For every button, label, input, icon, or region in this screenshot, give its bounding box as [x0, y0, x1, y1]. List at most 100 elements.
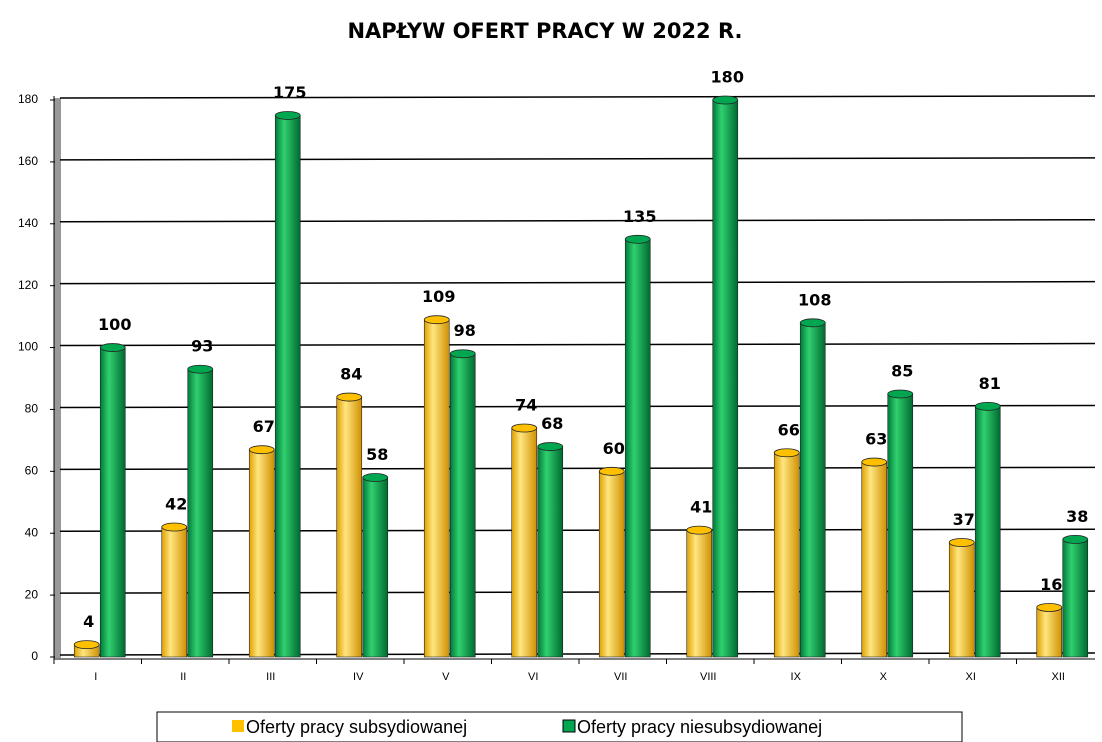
bar-top: [449, 349, 476, 359]
x-tick-label: II: [180, 671, 186, 683]
bar: [423, 319, 450, 658]
bar-top: [187, 364, 214, 374]
x-tick-label: V: [442, 671, 450, 683]
bar: [974, 406, 1001, 658]
value-label: 81: [979, 374, 1001, 393]
legend-swatch: [232, 720, 244, 732]
bar: [1036, 607, 1063, 658]
value-label: 63: [865, 430, 887, 449]
bar-top: [799, 318, 826, 328]
bar-top: [274, 111, 301, 120]
grid-line: [59, 590, 1096, 594]
value-label: 180: [711, 68, 744, 87]
value-label: 84: [340, 365, 362, 384]
side-wall: [54, 98, 61, 658]
bar-top: [73, 640, 100, 650]
y-tick-label: 40: [25, 525, 39, 539]
bar: [248, 449, 275, 658]
value-label: 135: [623, 207, 656, 226]
y-tick-label: 160: [18, 154, 38, 168]
bar-top: [537, 442, 564, 451]
bar: [1062, 539, 1089, 658]
y-tick-label: 60: [25, 464, 39, 478]
grid-line: [59, 528, 1096, 532]
bar: [449, 353, 476, 658]
value-label: 74: [515, 396, 537, 415]
value-label: 175: [273, 83, 306, 102]
bar: [799, 322, 826, 658]
x-tick-label: IV: [353, 671, 364, 683]
bar-top: [423, 315, 450, 325]
bar: [511, 427, 538, 658]
bar-top: [686, 525, 713, 535]
legend: [156, 711, 963, 742]
value-label: 16: [1040, 575, 1062, 594]
value-label: 37: [953, 510, 975, 529]
x-tick-label: I: [94, 671, 97, 683]
bar: [99, 347, 126, 658]
value-label: 93: [191, 337, 213, 356]
bar-top: [887, 389, 914, 399]
bar: [161, 526, 188, 658]
grid-line: [59, 652, 1096, 656]
value-label: 100: [98, 315, 131, 334]
y-tick-label: 120: [18, 278, 38, 292]
bar: [274, 115, 301, 658]
value-label: 66: [778, 420, 800, 439]
value-label: 58: [366, 445, 388, 464]
y-tick-label: 80: [25, 402, 39, 416]
bar-top: [861, 457, 888, 467]
grid-line: [59, 342, 1096, 347]
y-tick-label: 140: [18, 216, 38, 230]
bar-top: [1036, 603, 1063, 612]
bar-top: [336, 392, 363, 402]
x-tick-label: VI: [528, 671, 538, 683]
value-label: 38: [1066, 507, 1088, 526]
x-tick-label: XII: [1052, 671, 1065, 683]
value-label: 98: [454, 321, 476, 340]
bar-top: [161, 522, 188, 532]
bar-top: [974, 401, 1001, 411]
x-tick-label: XI: [966, 671, 976, 683]
bar-top: [598, 466, 625, 476]
bar-top: [248, 445, 275, 455]
bar-top: [712, 95, 739, 105]
bar: [948, 542, 975, 658]
x-tick-label: IX: [791, 671, 802, 683]
x-tick-label: III: [266, 671, 275, 683]
bar-top: [948, 538, 975, 547]
bar: [598, 471, 625, 658]
value-label: 68: [541, 414, 563, 433]
value-label: 108: [798, 290, 831, 309]
value-label: 4: [83, 612, 94, 631]
grid-line: [59, 219, 1096, 223]
grid-line: [59, 157, 1096, 161]
value-label: 67: [253, 417, 275, 436]
value-label: 60: [603, 439, 625, 458]
grid-line: [59, 280, 1096, 285]
bar: [773, 452, 800, 658]
value-label: 109: [422, 287, 455, 306]
grid-line: [59, 95, 1096, 99]
x-tick-label: X: [880, 671, 888, 683]
y-tick-label: 180: [18, 92, 38, 106]
bar: [336, 396, 363, 658]
bar: [362, 477, 389, 658]
bar-top: [511, 423, 538, 433]
y-tick-label: 100: [18, 340, 38, 354]
x-tick-label: VIII: [700, 671, 717, 683]
bar-top: [624, 234, 651, 244]
bar: [712, 99, 739, 658]
bar: [624, 238, 651, 658]
x-tick-label: VII: [614, 671, 627, 683]
value-label: 41: [690, 498, 712, 517]
bar: [686, 529, 713, 658]
bar-top: [362, 473, 389, 482]
legend-label: Oferty pracy subsydiowanej: [246, 717, 467, 737]
legend-swatch: [562, 719, 576, 733]
bar: [861, 461, 888, 658]
y-tick-label: 0: [31, 649, 38, 663]
bar: [537, 446, 564, 658]
chart-title: NAPŁYW OFERT PRACY W 2022 R.: [347, 19, 742, 43]
